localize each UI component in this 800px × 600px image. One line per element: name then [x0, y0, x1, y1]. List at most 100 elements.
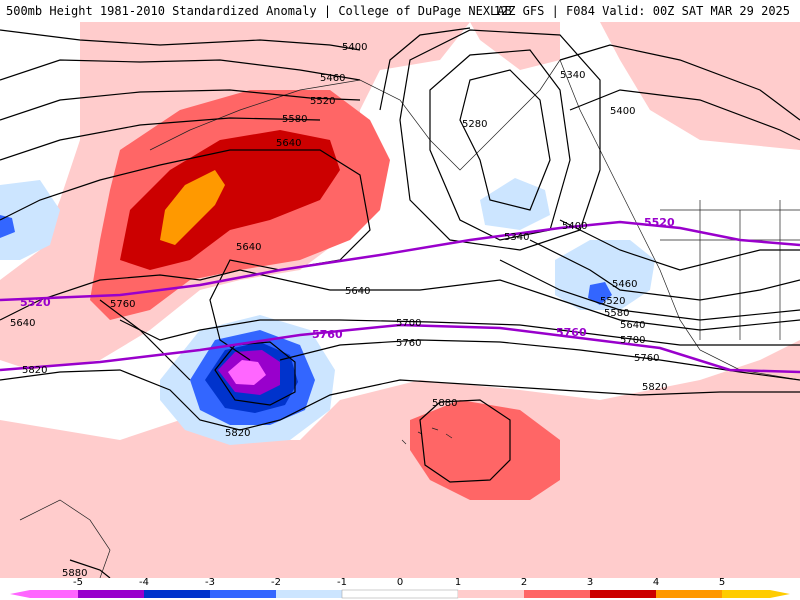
contour-5580b: [499, 259, 800, 321]
highlight-5760: [0, 323, 800, 374]
western-states: [660, 200, 800, 340]
highlight-label: 5760: [312, 328, 343, 341]
contour-5760a: [99, 299, 191, 381]
contour-label: 5640: [10, 318, 35, 329]
neg1-region-west: [0, 180, 60, 260]
contour-5460a: [379, 27, 471, 111]
legend-tick: 3: [587, 577, 593, 588]
map-title: 500mb Height 1981-2010 Standardized Anom…: [6, 4, 512, 18]
highlight-label: 5520: [644, 216, 675, 229]
contour-label: 5820: [642, 382, 667, 393]
legend-tick: 5: [719, 577, 725, 588]
legend-swatch-neg3: [144, 590, 210, 598]
legend-swatch-neg4: [78, 590, 144, 598]
legend-tick: -5: [73, 577, 83, 588]
color-scale-legend: -5 -4 -3 -2 -1 0 1 2 3 4 5: [10, 577, 790, 599]
pos1-region-north: [470, 22, 560, 70]
pos4-region-core: [160, 170, 225, 245]
legend-tick: -2: [271, 577, 281, 588]
anomaly-map: 5400 5460 5520 5580 5640 5340 5400 5280 …: [0, 22, 800, 578]
contour-label: 5400: [610, 106, 635, 117]
legend-arrow-left: [10, 590, 30, 598]
contour-label: 5760: [634, 353, 659, 364]
contour-label: 5760: [110, 299, 135, 310]
contour-label: 5520: [600, 296, 625, 307]
contour-5580a: [0, 117, 321, 161]
contour-label: 5640: [276, 138, 301, 149]
neg1-region-offshore: [480, 178, 550, 230]
contour-5880b: [69, 559, 111, 578]
legend-swatch-neg2: [210, 590, 276, 598]
pos2-region-hawaii: [410, 400, 560, 500]
contour-label: 5520: [310, 96, 335, 107]
contour-5820a: [0, 369, 800, 431]
contour-5460b: [0, 59, 361, 81]
contour-label: 5400: [342, 42, 367, 53]
contour-5400b: [569, 89, 800, 141]
contour-label: 5580: [604, 308, 629, 319]
anomaly-fills: [0, 22, 800, 578]
neg2-region-west: [0, 215, 15, 238]
model-run-info: 12Z GFS | F084 Valid: 00Z SAT MAR 29 202…: [493, 4, 790, 18]
highlight-contours: [0, 220, 800, 374]
legend-tick: 4: [653, 577, 659, 588]
legend-swatch-pos1: [458, 590, 524, 598]
legend-tick: 0: [397, 577, 403, 588]
neg5-region-low: [228, 360, 266, 385]
legend-tick: -1: [337, 577, 347, 588]
legend-swatch-pos3: [590, 590, 656, 598]
contour-label: 5760: [396, 338, 421, 349]
contour-label: 5340: [560, 70, 585, 81]
contour-label: 5700: [620, 335, 645, 346]
legend-swatch-pos2: [524, 590, 590, 598]
pos1-region-ne: [600, 22, 800, 150]
contour-5880: [419, 399, 511, 483]
contour-label: 5880: [432, 398, 457, 409]
contour-label: 5460: [612, 279, 637, 290]
contour-label: 5280: [462, 119, 487, 130]
contour-label: 5820: [22, 365, 47, 376]
contour-5340b: [559, 44, 800, 121]
contour-label: 5820: [225, 428, 250, 439]
highlight-label: 5520: [20, 296, 51, 309]
contour-label: 5700: [396, 318, 421, 329]
contour-label: 5880: [62, 568, 87, 578]
contour-label: 5640: [236, 242, 261, 253]
title-bar: 500mb Height 1981-2010 Standardized Anom…: [0, 0, 800, 22]
legend-swatch-neg1: [276, 590, 342, 598]
coastlines: [19, 59, 800, 578]
contour-5400a: [399, 29, 601, 251]
contour-label: 5640: [345, 286, 370, 297]
contour-5520a: [0, 89, 361, 121]
contour-5460c: [559, 219, 800, 271]
legend-tick: -4: [139, 577, 149, 588]
hawaii-islands: [401, 427, 453, 445]
legend-tick: -3: [205, 577, 215, 588]
highlight-labels: 5520 5520 5760 5760: [20, 216, 675, 341]
legend-swatch-neg5: [30, 590, 78, 598]
contour-label: 5400: [562, 221, 587, 232]
highlight-5520: [0, 220, 800, 302]
contour-label: 5580: [282, 114, 307, 125]
neg1-region-coast: [555, 240, 655, 310]
legend-bar: [10, 589, 790, 599]
legend-ticks: -5 -4 -3 -2 -1 0 1 2 3 4 5: [73, 577, 725, 588]
alaska-coast: [149, 59, 561, 171]
legend-swatch-zero: [341, 589, 459, 599]
legend-swatch-pos4: [656, 590, 722, 598]
contour-label: 5460: [320, 73, 345, 84]
legend-tick: 1: [455, 577, 461, 588]
na-west-coast: [559, 59, 800, 381]
contour-5640a: [0, 149, 371, 361]
legend-arrow-right: [770, 590, 790, 598]
contour-labels: 5400 5460 5520 5580 5640 5340 5400 5280 …: [10, 42, 667, 578]
pos1-region-south: [0, 340, 800, 578]
contour-5400c: [0, 29, 361, 51]
contour-5340a: [429, 49, 571, 241]
contour-5280: [459, 69, 551, 211]
contour-label: 5340: [504, 232, 529, 243]
legend-tick: 2: [521, 577, 527, 588]
legend-swatch-pos5: [722, 590, 770, 598]
contour-5640b: [0, 269, 800, 331]
nz-coast: [19, 499, 111, 578]
